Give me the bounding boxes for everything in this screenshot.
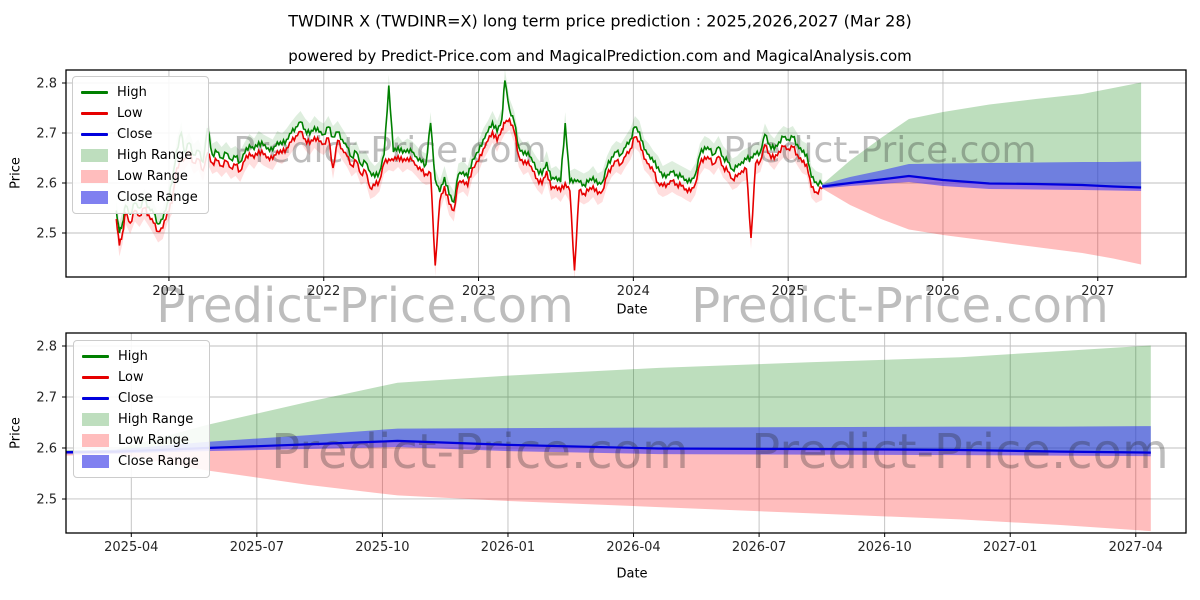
svg-text:2.7: 2.7 (36, 127, 57, 142)
close-forecast-line-top (822, 174, 1142, 189)
svg-text:2026: 2026 (926, 284, 959, 299)
close-range-swatch-icon (82, 455, 109, 468)
svg-text:2.7: 2.7 (36, 390, 57, 405)
watermark-text: Predict-Price.com (271, 424, 689, 480)
legend-label: Low Range (117, 169, 188, 184)
bottom-chart-plot: Predict-Price.com Predict-Price.com (66, 345, 1169, 532)
top-chart-plot: Predict-Price.com Predict-Price.com (115, 70, 1142, 277)
watermark-text: Predict-Price.com (691, 278, 1109, 334)
legend-item-close-range: Close Range (81, 187, 198, 208)
legend-label: Low (117, 106, 143, 121)
close-swatch-icon (81, 133, 108, 136)
low-range-swatch-icon (81, 170, 108, 183)
date-axis-label-top: Date (616, 302, 648, 318)
legend-item-low-range: Low Range (81, 166, 198, 187)
high-range-swatch-icon (82, 413, 109, 426)
high-swatch-icon (81, 91, 108, 94)
legend-label: High (118, 349, 148, 364)
svg-text:2021: 2021 (152, 284, 185, 299)
svg-text:2027-04: 2027-04 (1109, 540, 1163, 555)
svg-text:2023: 2023 (462, 284, 495, 299)
legend-label: Low Range (118, 433, 189, 448)
svg-text:2025-04: 2025-04 (104, 540, 158, 555)
bottom-chart-frame: 2025-04 2025-07 2025-10 2026-01 2026-04 2026-… (36, 332, 1187, 555)
legend-label: High (117, 85, 147, 100)
price-axis-label-top: Price (8, 157, 24, 189)
legend-item-high: High (82, 346, 199, 367)
svg-text:2024: 2024 (617, 284, 650, 299)
svg-text:2026-01: 2026-01 (481, 540, 535, 555)
legend-label: Low (118, 370, 144, 385)
low-line (115, 116, 823, 271)
low-swatch-icon (82, 376, 109, 379)
legend-label: Close Range (118, 454, 199, 469)
legend-item-high-range: High Range (81, 145, 198, 166)
svg-text:2.5: 2.5 (36, 492, 57, 507)
legend-item-close: Close (82, 388, 199, 409)
svg-text:2025: 2025 (772, 284, 805, 299)
svg-text:2025-10: 2025-10 (355, 540, 409, 555)
price-axis-label-bottom: Price (8, 417, 24, 449)
legend-bottom: High Low Close High Range Low Range Close Ran… (73, 340, 210, 478)
legend-label: High Range (118, 412, 194, 427)
svg-text:2027: 2027 (1081, 284, 1114, 299)
legend-label: High Range (117, 148, 193, 163)
high-swatch-icon (82, 355, 109, 358)
close-range-swatch-icon (81, 191, 108, 204)
svg-text:2.6: 2.6 (36, 177, 57, 192)
svg-text:2026-04: 2026-04 (606, 540, 660, 555)
close-swatch-icon (82, 397, 109, 400)
legend-label: Close (117, 127, 153, 142)
legend-item-low: Low (82, 367, 199, 388)
svg-text:2.6: 2.6 (36, 441, 57, 456)
watermark-text: Predict-Price.com (156, 278, 574, 334)
low-swatch-icon (81, 112, 108, 115)
high-range-swatch-icon (81, 149, 108, 162)
high-line (115, 80, 823, 234)
legend-top: High Low Close High Range Low Range Close Ran… (72, 76, 209, 214)
svg-text:2022: 2022 (307, 284, 340, 299)
legend-item-close-range: Close Range (82, 451, 199, 472)
legend-item-low: Low (81, 103, 198, 124)
top-chart-axes (66, 70, 1186, 277)
legend-item-close: Close (81, 124, 198, 145)
top-chart-frame: 2021 2022 2023 2024 2025 2026 2027 2.5 2.6 2.7 2.8 (36, 69, 1187, 299)
legend-item-high-range: High Range (82, 409, 199, 430)
legend-item-high: High (81, 82, 198, 103)
legend-label: Close (118, 391, 154, 406)
svg-text:2027-01: 2027-01 (983, 540, 1037, 555)
legend-item-low-range: Low Range (82, 430, 199, 451)
svg-text:2.8: 2.8 (36, 340, 57, 355)
svg-text:2.5: 2.5 (36, 227, 57, 242)
date-axis-label-bottom: Date (616, 566, 648, 582)
chart-subtitle: powered by Predict-Price.com and Magical… (288, 47, 912, 65)
low-range-swatch-icon (82, 434, 109, 447)
chart-title: TWDINR X (TWDINR=X) long term price pred… (288, 11, 912, 31)
svg-text:2026-07: 2026-07 (732, 540, 786, 555)
svg-text:2025-07: 2025-07 (230, 540, 284, 555)
watermark-text: Predict-Price.com (723, 130, 1036, 171)
svg-text:2.8: 2.8 (36, 77, 57, 92)
legend-label: Close Range (117, 190, 198, 205)
svg-text:2026-10: 2026-10 (857, 540, 911, 555)
